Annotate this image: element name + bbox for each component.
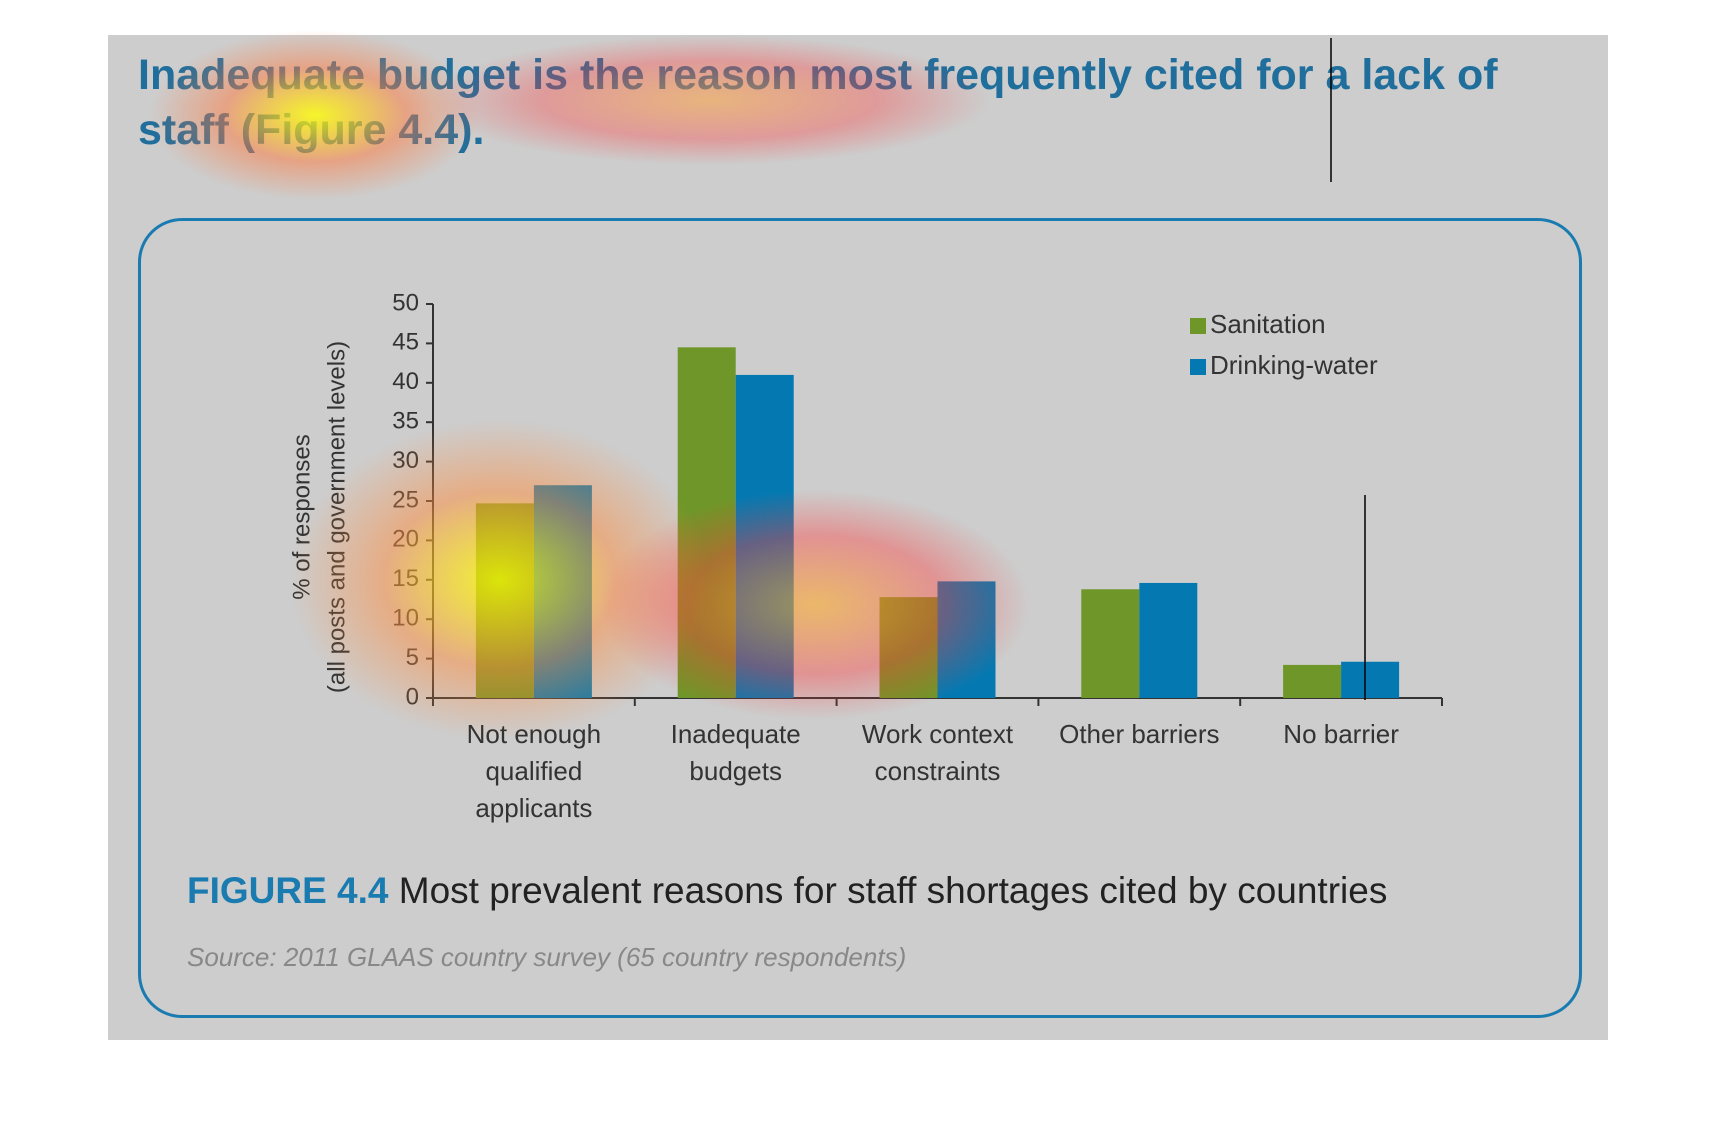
figure-box [138, 218, 1582, 1018]
y-tick-label: 25 [392, 486, 419, 513]
bar [1341, 661, 1400, 698]
caption-label: FIGURE 4.4 [187, 870, 389, 911]
y-tick-label: 35 [392, 408, 419, 435]
y-axis-label: % of responses [288, 434, 315, 599]
caption-text: Most prevalent reasons for staff shortag… [398, 870, 1388, 911]
bar [533, 485, 592, 698]
y-tick-label: 15 [392, 565, 419, 592]
source: Source: 2011 GLAAS country survey (65 co… [187, 942, 907, 972]
bar [1081, 589, 1140, 698]
legend-label: Sanitation [1210, 309, 1326, 339]
x-tick-label: Other barriers [1059, 719, 1220, 749]
legend-label: Drinking-water [1210, 350, 1378, 380]
y-tick-label: 0 [406, 683, 419, 710]
x-tick-label: Work context constraints [861, 719, 1014, 786]
bar [937, 581, 996, 698]
legend-swatch [1190, 318, 1206, 334]
bar [677, 347, 736, 698]
x-tick-label: No barrier [1283, 719, 1399, 749]
bar [735, 374, 794, 698]
y-tick-label: 5 [406, 644, 419, 671]
y-tick-label: 40 [392, 368, 419, 395]
bar [475, 503, 534, 698]
x-tick-label: Not enough qualified applicants [466, 719, 602, 823]
y-tick-label: 50 [392, 289, 419, 316]
caption: FIGURE 4.4 Most prevalent reasons for st… [187, 870, 1387, 912]
y-tick-label: 30 [392, 447, 419, 474]
bar [1139, 582, 1198, 698]
y-tick-label: 10 [392, 605, 419, 632]
bar [1283, 664, 1342, 698]
legend-swatch [1190, 359, 1206, 375]
x-tick-label: Inadequate budgets [670, 719, 801, 786]
bar [879, 597, 938, 698]
y-tick-label: 20 [392, 526, 419, 553]
y-tick-label: 45 [392, 329, 419, 356]
y-axis-label: (all posts and government levels) [323, 341, 350, 693]
